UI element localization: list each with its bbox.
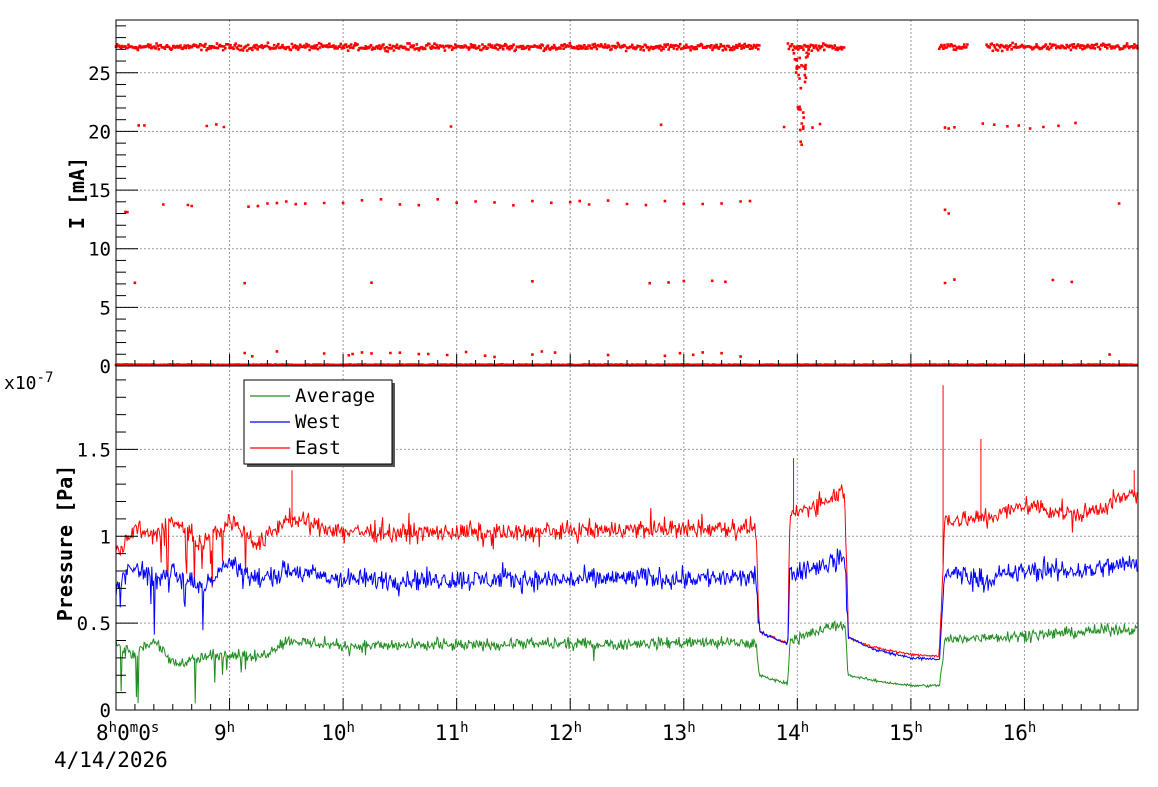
x-tick-label: 15h <box>889 720 923 745</box>
pressure-y-tick-label: 0 <box>100 700 111 722</box>
current-y-axis-title: I [mA] <box>65 157 89 229</box>
pressure-y-tick-label: 1 <box>100 526 111 548</box>
current-y-tick-label: 15 <box>88 180 111 202</box>
current-y-tick-label: 25 <box>88 63 111 85</box>
legend-label-average: Average <box>295 385 375 407</box>
date-label: 4/14/2026 <box>54 748 168 772</box>
pressure-y-tick-label: 0.5 <box>77 613 111 635</box>
x-tick-label: 10h <box>321 720 355 745</box>
current-y-tick-label: 20 <box>88 121 111 143</box>
legend-label-west: West <box>295 411 341 433</box>
pressure-line-east <box>115 484 1138 658</box>
pressure-y-axis-title: Pressure [Pa] <box>53 465 77 622</box>
pressure-line-average <box>115 620 1138 704</box>
pressure-series <box>115 385 1138 704</box>
current-y-tick-label: 10 <box>88 239 111 261</box>
current-series <box>114 41 1139 367</box>
current-y-axis: 0 5 10 15 20 25 <box>88 25 1120 378</box>
legend: Average West East <box>243 379 395 467</box>
x-tick-label: 14h <box>775 720 809 745</box>
time-x-axis: 8h0m0s 9h 10h 11h 12h 13h 14h 15h 16h <box>96 698 1120 745</box>
pressure-line-west <box>115 548 1138 662</box>
x-tick-label: 9h <box>214 720 235 745</box>
x-tick-label: 13h <box>662 720 696 745</box>
x-tick-label: 11h <box>435 720 469 745</box>
x-tick-label: 16h <box>1003 720 1037 745</box>
x-tick-label: 8h0m0s <box>96 720 159 745</box>
pressure-y-tick-label: 1.5 <box>77 439 111 461</box>
x-tick-label: 12h <box>548 720 582 745</box>
y-multiplier-label: x10-7 <box>4 370 53 394</box>
current-y-tick-label: 0 <box>100 356 111 378</box>
pressure-y-axis: 0 0.5 1 1.5 <box>77 379 138 722</box>
current-plot-frame <box>115 19 1139 367</box>
legend-label-east: East <box>295 437 341 459</box>
current-markers <box>114 41 1139 367</box>
current-y-tick-label: 5 <box>100 297 111 319</box>
current-plot-grid <box>115 20 1138 366</box>
